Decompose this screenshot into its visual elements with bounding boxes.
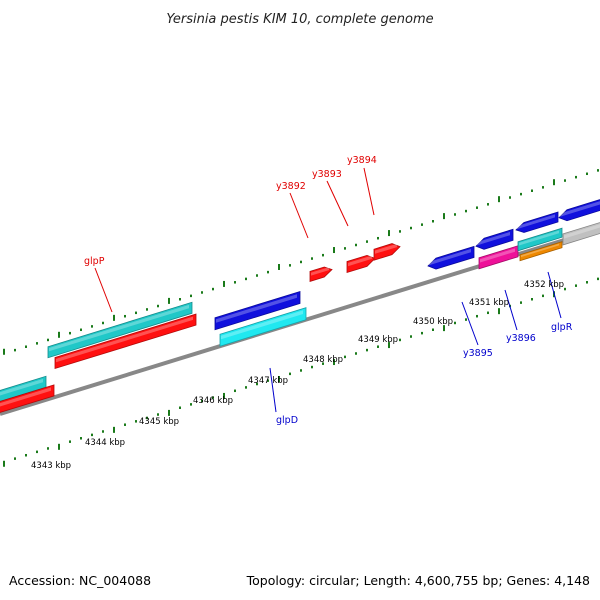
feature-glpR-cyan: [517, 227, 563, 252]
scale-label-4345: 4345 kbp: [139, 417, 179, 427]
feature-y3896-magenta-body: [478, 245, 519, 270]
feature-glpP-red-highlight: [56, 316, 193, 363]
feature-y3894-body: [373, 243, 401, 261]
callout-glpP: [94, 267, 113, 313]
gene-callouts: [94, 167, 562, 413]
feature-red-left-a-highlight: [0, 387, 51, 407]
feature-glpR-orange-highlight: [521, 243, 559, 258]
feature-glpD-blue-body: [214, 290, 301, 331]
feature-glpP-cyan-highlight: [49, 304, 189, 352]
feature-y3895-body: [427, 245, 475, 270]
map-title: Yersinia pestis KIM 10, complete genome: [166, 12, 433, 27]
scale-label-4352: 4352 kbp: [524, 280, 564, 290]
callout-y3895: [461, 301, 479, 346]
scale-label-4346: 4346 kbp: [193, 396, 233, 406]
gene-label-y3895: y3895: [463, 348, 493, 359]
feature-y3896-magenta: [478, 245, 519, 270]
feature-glpD-cyan: [219, 307, 307, 347]
scale-label-4343: 4343 kbp: [31, 461, 71, 471]
feature-glpP-cyan: [47, 301, 193, 359]
gene-label-y3894: y3894: [347, 155, 377, 166]
gene-label-glpR: glpR: [551, 322, 573, 333]
feature-y3896-blue-body: [475, 228, 514, 250]
feature-y3893-body: [346, 254, 376, 274]
callout-y3896: [504, 289, 518, 331]
scale-label-4348: 4348 kbp: [303, 355, 343, 365]
callout-glpD: [269, 367, 277, 413]
tick-marks: [3, 169, 599, 467]
feature-y3892: [309, 266, 333, 282]
feature-glpD-cyan-body: [219, 307, 307, 347]
callout-y3892: [289, 192, 309, 239]
scale-label-4350: 4350 kbp: [413, 317, 453, 327]
feature-glpR-blue: [515, 211, 559, 233]
feature-red-left-a-body: [0, 384, 55, 413]
feature-glpD-blue: [214, 290, 301, 331]
gene-label-glpP: glpP: [84, 256, 105, 267]
feature-glpR-orange: [519, 241, 563, 262]
feature-y3895-highlight: [429, 248, 471, 266]
feature-glpP-red: [54, 313, 197, 370]
feature-y3896-magenta-highlight: [480, 248, 515, 263]
feature-glpR-blue-highlight: [517, 214, 555, 230]
feature-y3895: [427, 245, 475, 270]
feature-glpP-red-body: [54, 313, 197, 370]
feature-y3894-highlight: [375, 243, 397, 254]
accession-text: Accession: NC_004088: [9, 573, 151, 588]
feature-right-blue: [558, 199, 600, 222]
feature-glpR-cyan-body: [517, 227, 563, 252]
features: [0, 199, 600, 413]
feature-glpD-cyan-highlight: [221, 310, 303, 340]
genome-summary-text: Topology: circular; Length: 4,600,755 bp…: [246, 573, 590, 588]
callout-glpR: [547, 271, 562, 319]
gene-label-y3892: y3892: [276, 181, 306, 192]
scale-label-4344: 4344 kbp: [85, 438, 125, 448]
callout-y3893: [326, 180, 349, 227]
feature-y3893-highlight: [348, 255, 372, 267]
feature-y3893: [346, 254, 376, 274]
feature-glpP-cyan-body: [47, 301, 193, 359]
feature-glpR-orange-body: [519, 241, 563, 262]
feature-y3894: [373, 243, 401, 261]
feature-y3892-body: [309, 266, 333, 282]
feature-y3896-blue-highlight: [477, 231, 510, 246]
callout-y3894: [363, 167, 375, 216]
feature-glpR-cyan-highlight: [519, 230, 559, 246]
feature-right-gray-body: [562, 222, 600, 246]
feature-glpD-blue-highlight: [216, 294, 297, 323]
feature-y3896-blue: [475, 228, 514, 250]
feature-right-blue-highlight: [560, 201, 600, 217]
feature-cyan-left-a-highlight: [0, 378, 43, 396]
gene-label-y3893: y3893: [312, 169, 342, 180]
feature-right-gray-highlight: [564, 224, 600, 239]
feature-y3892-highlight: [311, 267, 329, 276]
feature-right-blue-body: [558, 199, 600, 222]
scale-label-4347: 4347 kbp: [248, 376, 288, 386]
feature-right-gray: [562, 222, 600, 246]
gene-label-y3896: y3896: [506, 333, 536, 344]
feature-red-left-a: [0, 384, 55, 413]
gene-label-glpD: glpD: [276, 415, 298, 426]
feature-glpR-blue-body: [515, 211, 559, 233]
scale-label-4349: 4349 kbp: [358, 335, 398, 345]
scale-label-4351: 4351 kbp: [469, 298, 509, 308]
